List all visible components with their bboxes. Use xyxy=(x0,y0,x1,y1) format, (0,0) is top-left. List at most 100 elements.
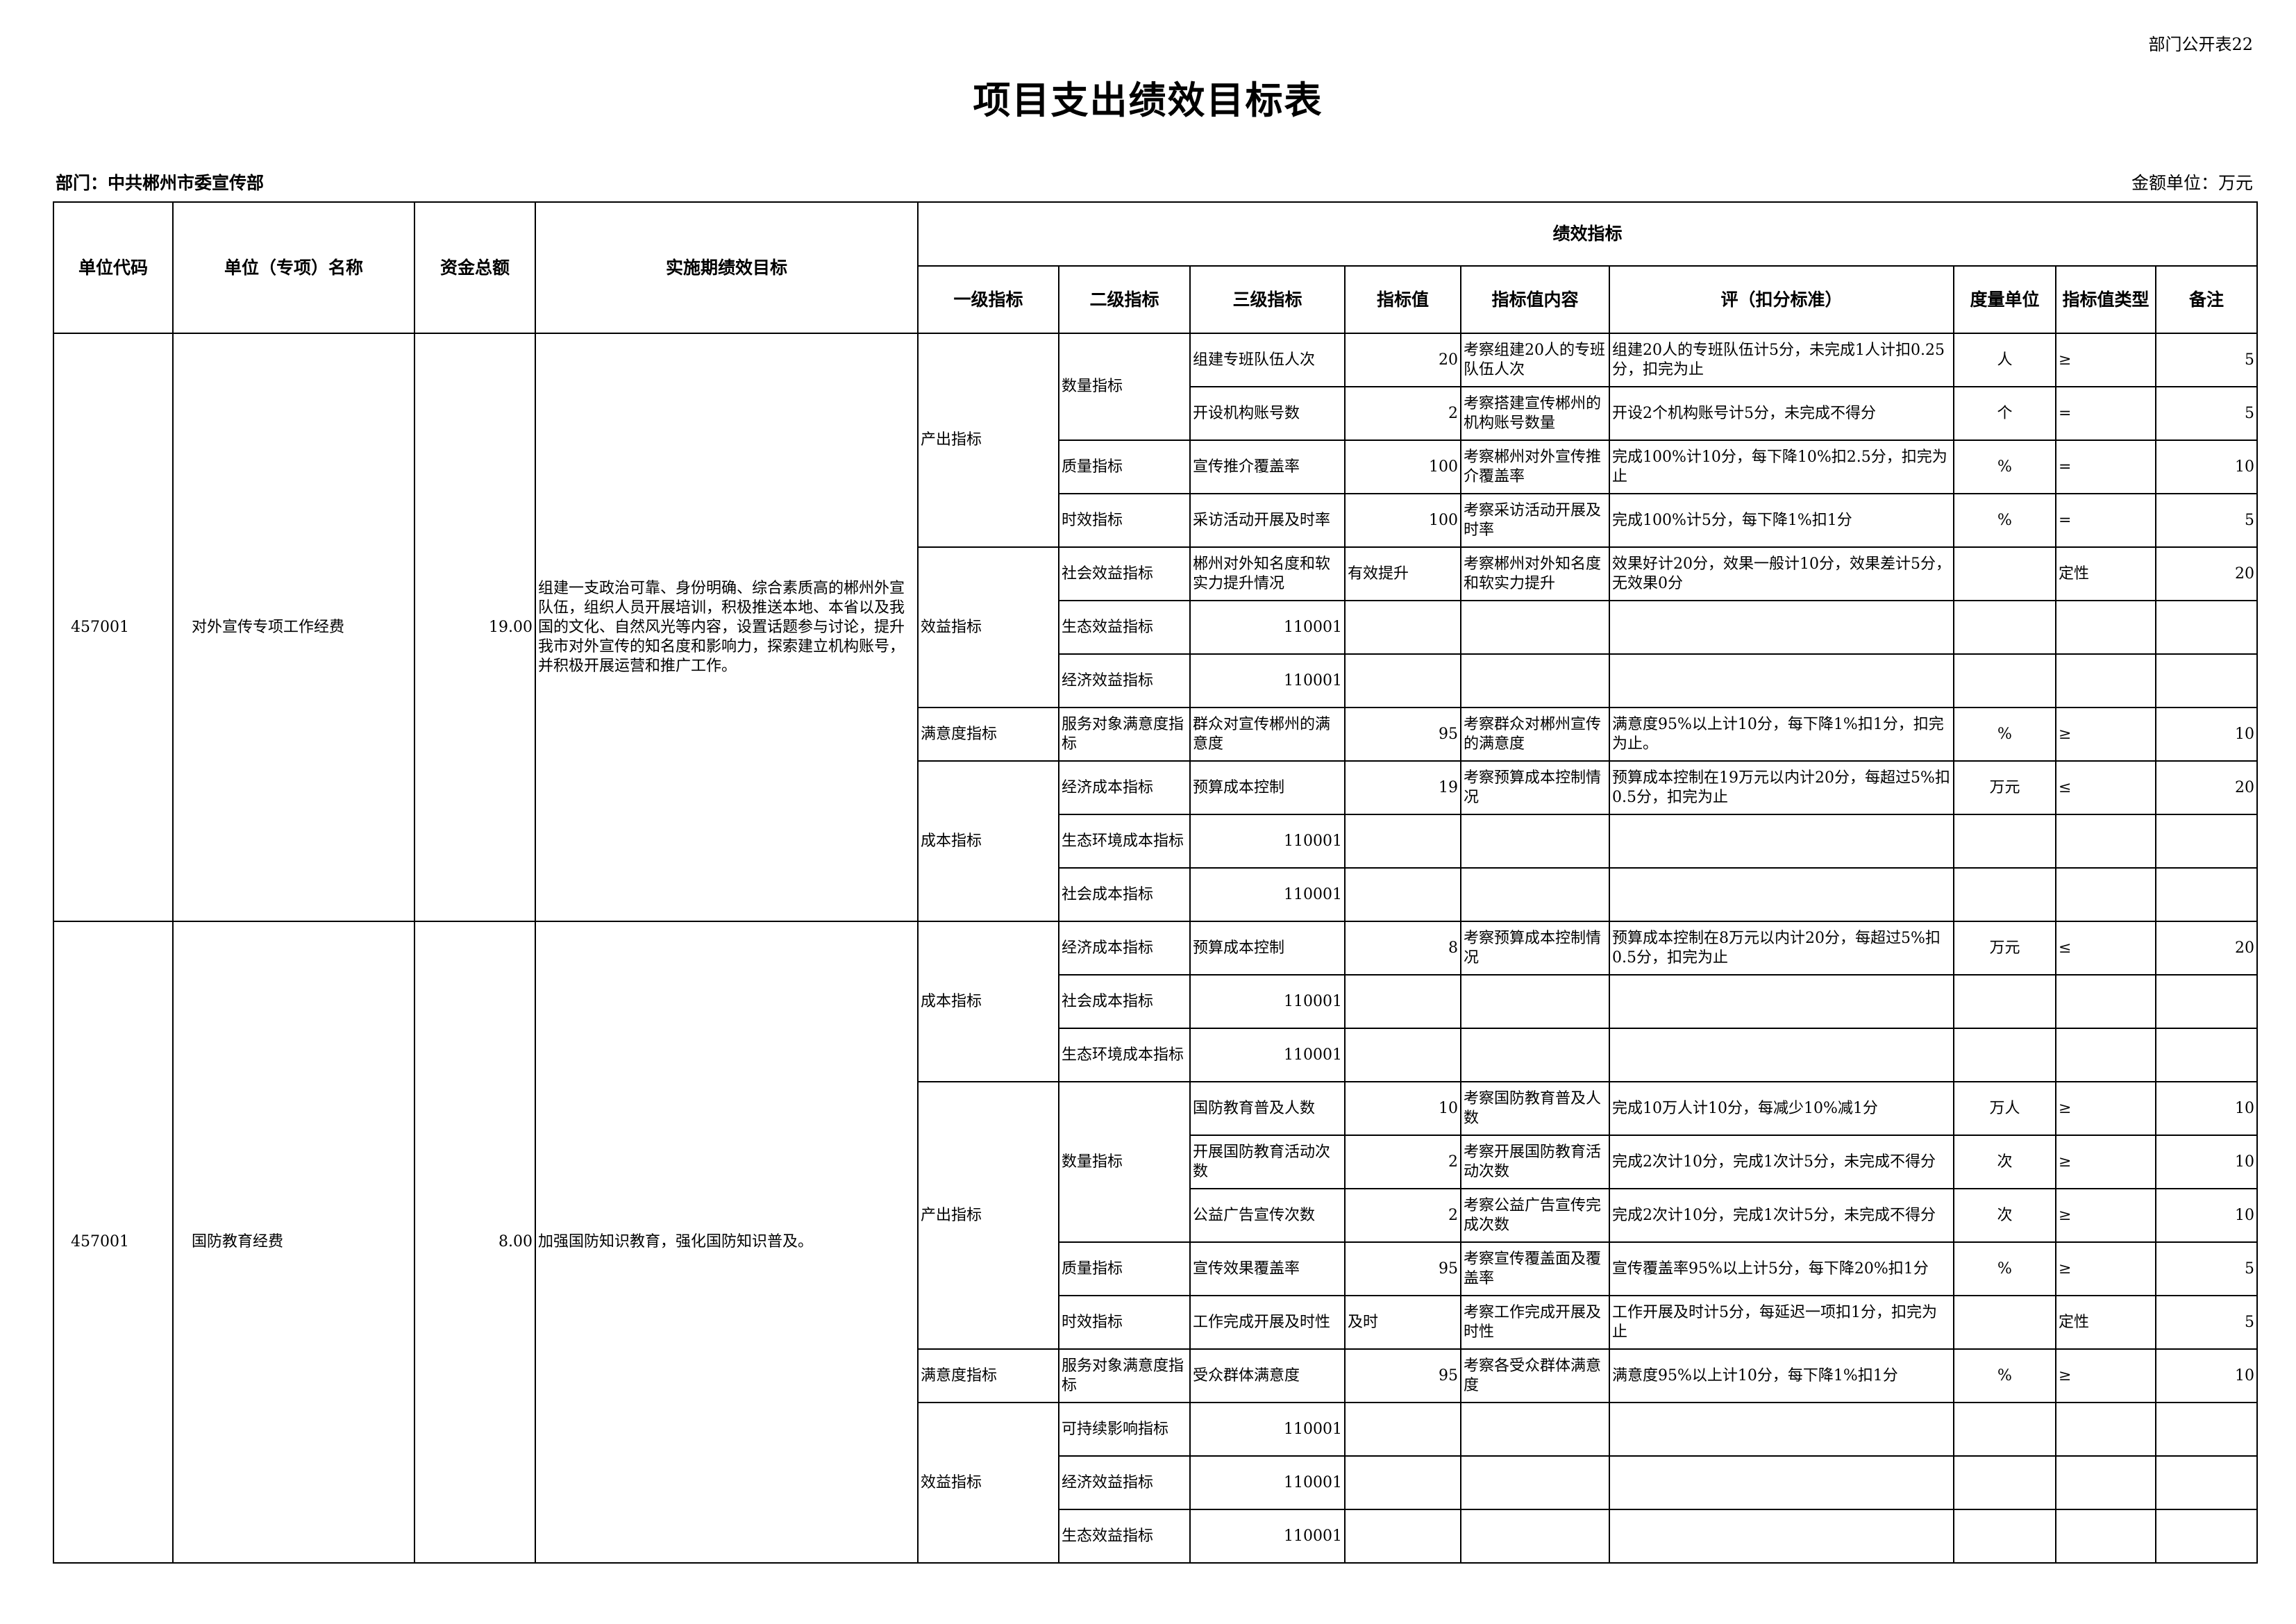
total-funds-cell: 8.00 xyxy=(414,921,536,1564)
table-row: 满意度指标 服务对象满意度指标 群众对宣传郴州的满意度 95 考察群众对郴州宣传的满意度… xyxy=(53,707,2259,762)
unit-name-cell: 对外宣传专项工作经费 xyxy=(172,333,415,922)
measure-unit-cell: % xyxy=(1953,707,2056,762)
measure-unit-cell: 万人 xyxy=(1953,1081,2056,1136)
level3-indicator-cell: 郴州对外知名度和软实力提升情况 xyxy=(1189,546,1346,601)
value-type-cell: = xyxy=(2055,493,2156,548)
level3-indicator-cell: 110001 xyxy=(1189,653,1346,708)
measure-unit-cell xyxy=(1953,546,2056,601)
level2-indicator-cell: 社会效益指标 xyxy=(1058,546,1191,601)
note-cell: 10 xyxy=(2154,1348,2259,1403)
value-type-cell: = xyxy=(2055,440,2156,494)
scoring-standard-cell: 效果好计20分，效果一般计10分，效果差计5分，无效果0分 xyxy=(1609,546,1954,601)
value-content-cell: 考察公益广告宣传完成次数 xyxy=(1460,1188,1610,1243)
table-body: 457001 对外宣传专项工作经费 19.00 组建一支政治可靠、身份明确、综合素质高… xyxy=(53,333,2259,1564)
note-cell: 5 xyxy=(2154,333,2259,387)
table-row: 生态环境成本指标 110001 xyxy=(53,814,2259,869)
note-cell xyxy=(2154,600,2259,655)
note-cell: 10 xyxy=(2154,1081,2259,1136)
table-row: 时效指标 工作完成开展及时性 及时 考察工作完成开展及时性 工作开展及时计5分，每延迟一… xyxy=(53,1295,2259,1350)
header-value: 指标值 xyxy=(1344,265,1461,334)
note-cell xyxy=(2154,1509,2259,1564)
value-type-cell: ≥ xyxy=(2055,333,2156,387)
level3-indicator-cell: 110001 xyxy=(1189,1402,1346,1457)
measure-unit-cell: % xyxy=(1953,1241,2056,1296)
measure-unit-cell xyxy=(1953,653,2056,708)
scoring-standard-cell: 完成2次计10分，完成1次计5分，未完成不得分 xyxy=(1609,1135,1954,1189)
level3-indicator-cell: 受众群体满意度 xyxy=(1189,1348,1346,1403)
level2-indicator-cell: 生态环境成本指标 xyxy=(1058,814,1191,869)
indicator-value-cell xyxy=(1344,1509,1461,1564)
level2-indicator-cell: 社会成本指标 xyxy=(1058,974,1191,1029)
value-type-cell: ≥ xyxy=(2055,1188,2156,1243)
scoring-standard-cell: 组建20人的专班队伍计5分，未完成1人计扣0.25分，扣完为止 xyxy=(1609,333,1954,387)
header-value-content: 指标值内容 xyxy=(1460,265,1610,334)
value-content-cell: 考察郴州对外宣传推介覆盖率 xyxy=(1460,440,1610,494)
indicator-value-cell xyxy=(1344,600,1461,655)
note-cell xyxy=(2154,1028,2259,1082)
level2-indicator-cell: 服务对象满意度指标 xyxy=(1058,707,1191,762)
indicator-value-cell: 19 xyxy=(1344,760,1461,815)
table-row: 生态效益指标 110001 xyxy=(53,600,2259,655)
level2-indicator-cell: 数量指标 xyxy=(1058,333,1191,441)
measure-unit-cell xyxy=(1953,1455,2056,1510)
value-content-cell: 考察搭建宣传郴州的机构账号数量 xyxy=(1460,386,1610,441)
level3-indicator-cell: 国防教育普及人数 xyxy=(1189,1081,1346,1136)
value-content-cell xyxy=(1460,1509,1610,1564)
table-row: 质量指标 宣传效果覆盖率 95 考察宣传覆盖面及覆盖率 宣传覆盖率95%以上计5分，每下… xyxy=(53,1241,2259,1296)
value-content-cell: 考察群众对郴州宣传的满意度 xyxy=(1460,707,1610,762)
scoring-standard-cell: 完成10万人计10分，每减少10%减1分 xyxy=(1609,1081,1954,1136)
level2-indicator-cell: 生态环境成本指标 xyxy=(1058,1028,1191,1082)
level1-indicator-cell: 效益指标 xyxy=(917,546,1059,708)
department-label: 部门：中共郴州市委宣传部 xyxy=(56,173,265,193)
note-cell xyxy=(2154,814,2259,869)
measure-unit-cell xyxy=(1953,600,2056,655)
table-row: 成本指标 经济成本指标 预算成本控制 19 考察预算成本控制情况 预算成本控制在19万元以… xyxy=(53,760,2259,922)
scoring-standard-cell xyxy=(1609,600,1954,655)
measure-unit-cell: 万元 xyxy=(1953,921,2056,976)
level2-indicator-cell: 数量指标 xyxy=(1058,1081,1191,1243)
value-type-cell xyxy=(2055,814,2156,869)
unit-code-cell: 457001 xyxy=(53,921,174,1564)
indicator-value-cell xyxy=(1344,1028,1461,1082)
value-content-cell: 考察组建20人的专班队伍人次 xyxy=(1460,333,1610,387)
value-type-cell: ≤ xyxy=(2055,760,2156,815)
value-content-cell xyxy=(1460,1028,1610,1082)
header-standard: 评（扣分标准） xyxy=(1609,265,1954,334)
note-cell: 20 xyxy=(2154,921,2259,976)
scoring-standard-cell: 开设2个机构账号计5分，未完成不得分 xyxy=(1609,386,1954,441)
measure-unit-cell: 万元 xyxy=(1953,760,2056,815)
note-cell xyxy=(2154,653,2259,708)
value-content-cell xyxy=(1460,600,1610,655)
indicator-value-cell: 100 xyxy=(1344,493,1461,548)
table-row: 社会成本指标 110001 xyxy=(53,867,2259,922)
value-content-cell xyxy=(1460,1455,1610,1510)
value-content-cell: 考察采访活动开展及时率 xyxy=(1460,493,1610,548)
level3-indicator-cell: 110001 xyxy=(1189,1455,1346,1510)
header-level1: 一级指标 xyxy=(917,265,1059,334)
table-row: 满意度指标 服务对象满意度指标 受众群体满意度 95 考察各受众群体满意度 满意度95%以… xyxy=(53,1348,2259,1403)
note-cell: 5 xyxy=(2154,493,2259,548)
table-row: 开设机构账号数 2 考察搭建宣传郴州的机构账号数量 开设2个机构账号计5分，未完成不得… xyxy=(53,386,2259,441)
level2-indicator-cell: 生态效益指标 xyxy=(1058,600,1191,655)
value-content-cell: 考察预算成本控制情况 xyxy=(1460,760,1610,815)
value-type-cell: = xyxy=(2055,386,2156,441)
level3-indicator-cell: 宣传推介覆盖率 xyxy=(1189,440,1346,494)
table-row: 经济效益指标 110001 xyxy=(53,1455,2259,1510)
scoring-standard-cell xyxy=(1609,867,1954,922)
indicator-value-cell: 2 xyxy=(1344,386,1461,441)
indicator-value-cell xyxy=(1344,1455,1461,1510)
indicator-value-cell xyxy=(1344,1402,1461,1457)
value-type-cell: 定性 xyxy=(2055,546,2156,601)
scoring-standard-cell xyxy=(1609,1402,1954,1457)
level1-indicator-cell: 满意度指标 xyxy=(917,1348,1059,1403)
value-type-cell: ≥ xyxy=(2055,1081,2156,1136)
measure-unit-cell xyxy=(1953,1509,2056,1564)
value-type-cell xyxy=(2055,653,2156,708)
indicator-value-cell: 有效提升 xyxy=(1344,546,1461,601)
value-type-cell xyxy=(2055,1028,2156,1082)
table-row: 质量指标 宣传推介覆盖率 100 考察郴州对外宣传推介覆盖率 完成100%计10分，每下… xyxy=(53,440,2259,494)
level2-indicator-cell: 经济效益指标 xyxy=(1058,1455,1191,1510)
value-content-cell: 考察郴州对外知名度和软实力提升 xyxy=(1460,546,1610,601)
level2-indicator-cell: 服务对象满意度指标 xyxy=(1058,1348,1191,1403)
level3-indicator-cell: 开展国防教育活动次数 xyxy=(1189,1135,1346,1189)
